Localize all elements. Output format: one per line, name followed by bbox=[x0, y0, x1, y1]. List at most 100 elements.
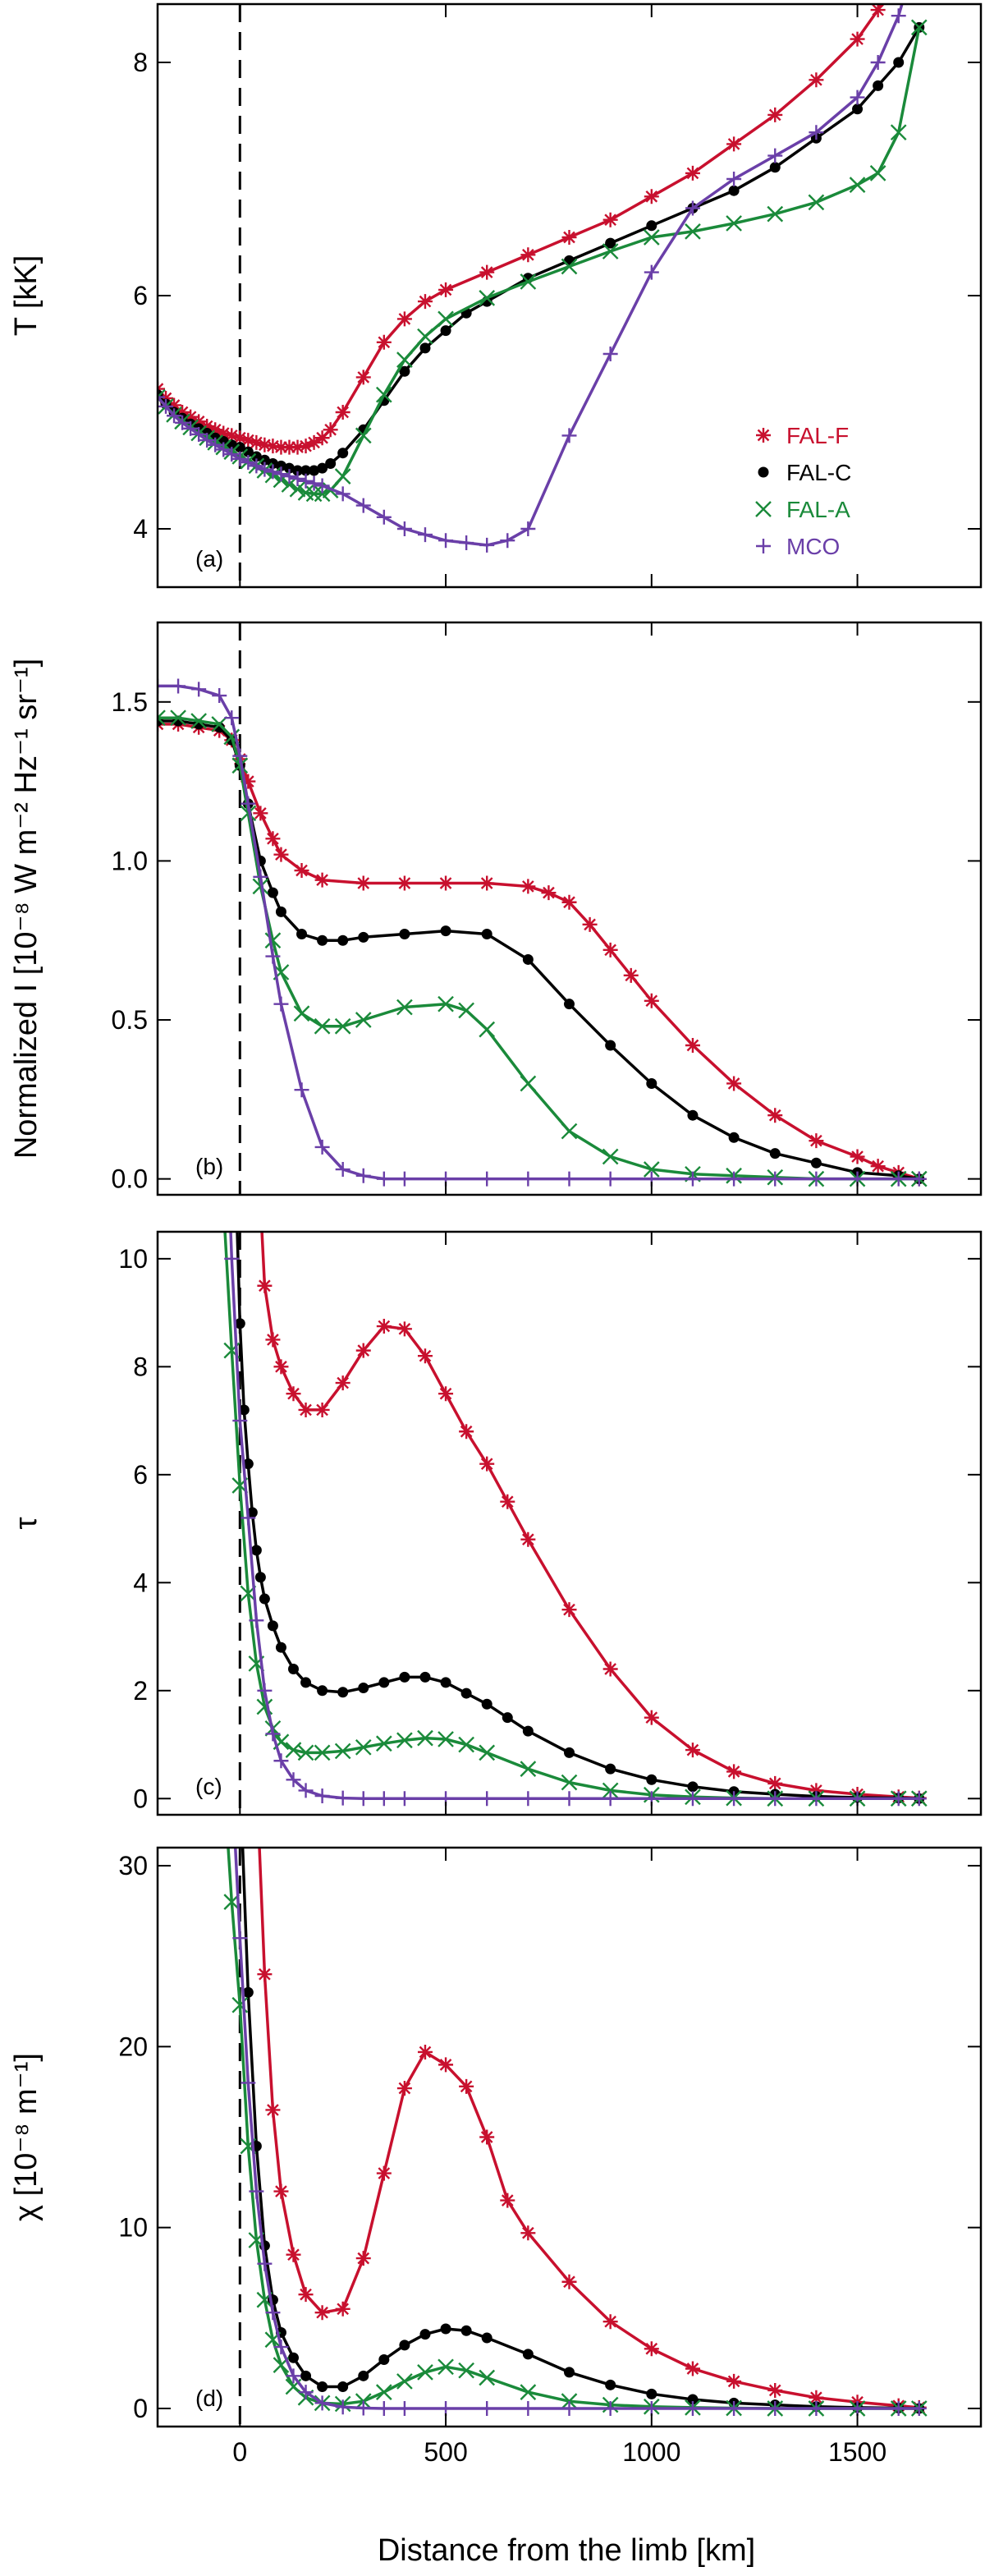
data-point-mco bbox=[257, 461, 273, 477]
data-point-fal-c bbox=[687, 1109, 699, 1121]
data-point-fal-f bbox=[232, 430, 248, 446]
data-point-fal-f bbox=[561, 2274, 577, 2289]
data-point-fal-c bbox=[502, 1712, 513, 1724]
panel-3: 0 2 4 6 8 10 τ (c) bbox=[9, 1035, 983, 1816]
data-point-fal-c bbox=[460, 2325, 472, 2336]
data-point-fal-f bbox=[602, 942, 618, 957]
data-point-fal-c bbox=[769, 162, 781, 173]
data-point-mco bbox=[216, 442, 231, 457]
series-group bbox=[89, 678, 928, 1187]
data-point-fal-c bbox=[250, 451, 262, 462]
data-point-mco bbox=[520, 2400, 536, 2416]
data-point-fal-f bbox=[726, 2373, 742, 2389]
data-point-mco bbox=[224, 447, 240, 462]
data-point-mco bbox=[199, 433, 215, 448]
data-point-mco bbox=[265, 1726, 281, 1742]
y-tick-label: 30 bbox=[118, 1851, 148, 1880]
series-line-fal-f bbox=[158, 723, 920, 1181]
data-point-fal-f bbox=[520, 1531, 536, 1547]
data-point-mco bbox=[602, 2400, 618, 2416]
data-point-fal-a bbox=[520, 1075, 537, 1092]
data-point-fal-a bbox=[216, 1197, 231, 1212]
data-point-fal-c bbox=[103, 209, 113, 219]
data-point-mco bbox=[479, 537, 495, 553]
data-point-fal-c bbox=[337, 448, 349, 459]
data-point-fal-f bbox=[870, 4, 886, 18]
data-point-fal-c bbox=[317, 2381, 328, 2393]
data-point-fal-a bbox=[458, 2362, 474, 2379]
data-point-fal-a bbox=[190, 713, 207, 729]
data-point-fal-f bbox=[809, 1133, 824, 1149]
data-point-fal-c bbox=[275, 1642, 286, 1653]
plot-frame bbox=[156, 1846, 983, 2428]
data-point-fal-a bbox=[520, 273, 537, 290]
data-point-fal-f bbox=[89, 717, 103, 732]
data-point-fal-c bbox=[259, 454, 270, 466]
data-point-fal-a bbox=[375, 386, 392, 403]
data-point-mco bbox=[396, 1791, 412, 1807]
legend-marker-fal-f bbox=[756, 428, 771, 443]
data-point-mco bbox=[500, 533, 515, 549]
data-point-fal-c bbox=[687, 1781, 699, 1793]
data-point-fal-c bbox=[242, 1986, 254, 1998]
data-point-mco bbox=[314, 2395, 330, 2411]
data-point-fal-f bbox=[644, 2341, 659, 2357]
data-point-mco bbox=[438, 533, 454, 549]
series-line-fal-a bbox=[223, 1232, 919, 1801]
data-point-mco bbox=[376, 2400, 392, 2416]
data-point-fal-c bbox=[358, 931, 369, 943]
data-point-mco bbox=[809, 125, 824, 140]
data-point-fal-f bbox=[142, 364, 157, 379]
data-point-mco bbox=[870, 55, 886, 70]
data-point-mco bbox=[232, 748, 248, 764]
data-point-fal-c bbox=[242, 1458, 254, 1470]
data-point-mco bbox=[282, 469, 297, 484]
legend-marker-fal-c bbox=[758, 466, 769, 478]
y-tick-label: 4 bbox=[133, 1568, 148, 1597]
series-line-fal-f bbox=[258, 1848, 919, 2409]
data-point-fal-f bbox=[294, 863, 309, 879]
x-axis-title: Distance from the limb [km] bbox=[378, 2533, 755, 2568]
data-point-fal-f bbox=[126, 311, 140, 326]
y-tick-label: 20 bbox=[118, 2032, 148, 2061]
data-point-fal-a bbox=[520, 1761, 537, 1777]
data-point-fal-a bbox=[208, 1035, 222, 1050]
data-point-fal-f bbox=[417, 2044, 433, 2059]
data-point-fal-f bbox=[726, 1076, 742, 1091]
data-point-fal-c bbox=[440, 325, 451, 337]
y-axis-title: Normalized I [10⁻⁸ W m⁻² Hz⁻¹ sr⁻¹] bbox=[9, 659, 44, 1159]
data-point-fal-a bbox=[458, 1736, 474, 1753]
data-point-fal-a bbox=[602, 1148, 619, 1165]
data-point-fal-a bbox=[297, 1744, 314, 1761]
data-point-fal-c bbox=[358, 2370, 369, 2381]
data-point-fal-a bbox=[396, 2373, 413, 2390]
data-point-fal-a bbox=[685, 223, 701, 240]
data-point-fal-f bbox=[335, 1375, 350, 1391]
plot-frame bbox=[156, 1230, 983, 1816]
data-point-fal-c bbox=[275, 906, 286, 917]
data-point-fal-f bbox=[582, 916, 598, 932]
data-point-fal-a bbox=[211, 716, 228, 732]
data-point-mco bbox=[265, 948, 281, 964]
data-point-mco bbox=[891, 8, 906, 24]
data-point-fal-a bbox=[602, 243, 619, 259]
data-point-fal-a bbox=[68, 55, 83, 70]
data-point-mco bbox=[767, 148, 783, 163]
data-point-fal-a bbox=[117, 277, 132, 292]
y-tick-label: 0.0 bbox=[112, 1164, 148, 1194]
data-point-fal-c bbox=[646, 220, 657, 232]
series-line-fal-f bbox=[158, 4, 883, 449]
data-point-fal-f bbox=[541, 885, 557, 901]
data-point-fal-f bbox=[130, 717, 144, 732]
data-point-fal-f bbox=[208, 422, 223, 438]
data-point-fal-f bbox=[479, 264, 495, 280]
y-tick-label: 4 bbox=[133, 514, 148, 544]
data-point-fal-f bbox=[520, 2225, 536, 2241]
data-point-mco bbox=[241, 1510, 256, 1526]
data-point-fal-f bbox=[561, 1602, 577, 1618]
data-point-fal-c bbox=[564, 1747, 575, 1758]
data-point-fal-a bbox=[285, 1742, 302, 1758]
data-point-fal-f bbox=[273, 847, 289, 862]
data-point-mco bbox=[85, 136, 99, 151]
data-point-mco bbox=[290, 471, 305, 486]
